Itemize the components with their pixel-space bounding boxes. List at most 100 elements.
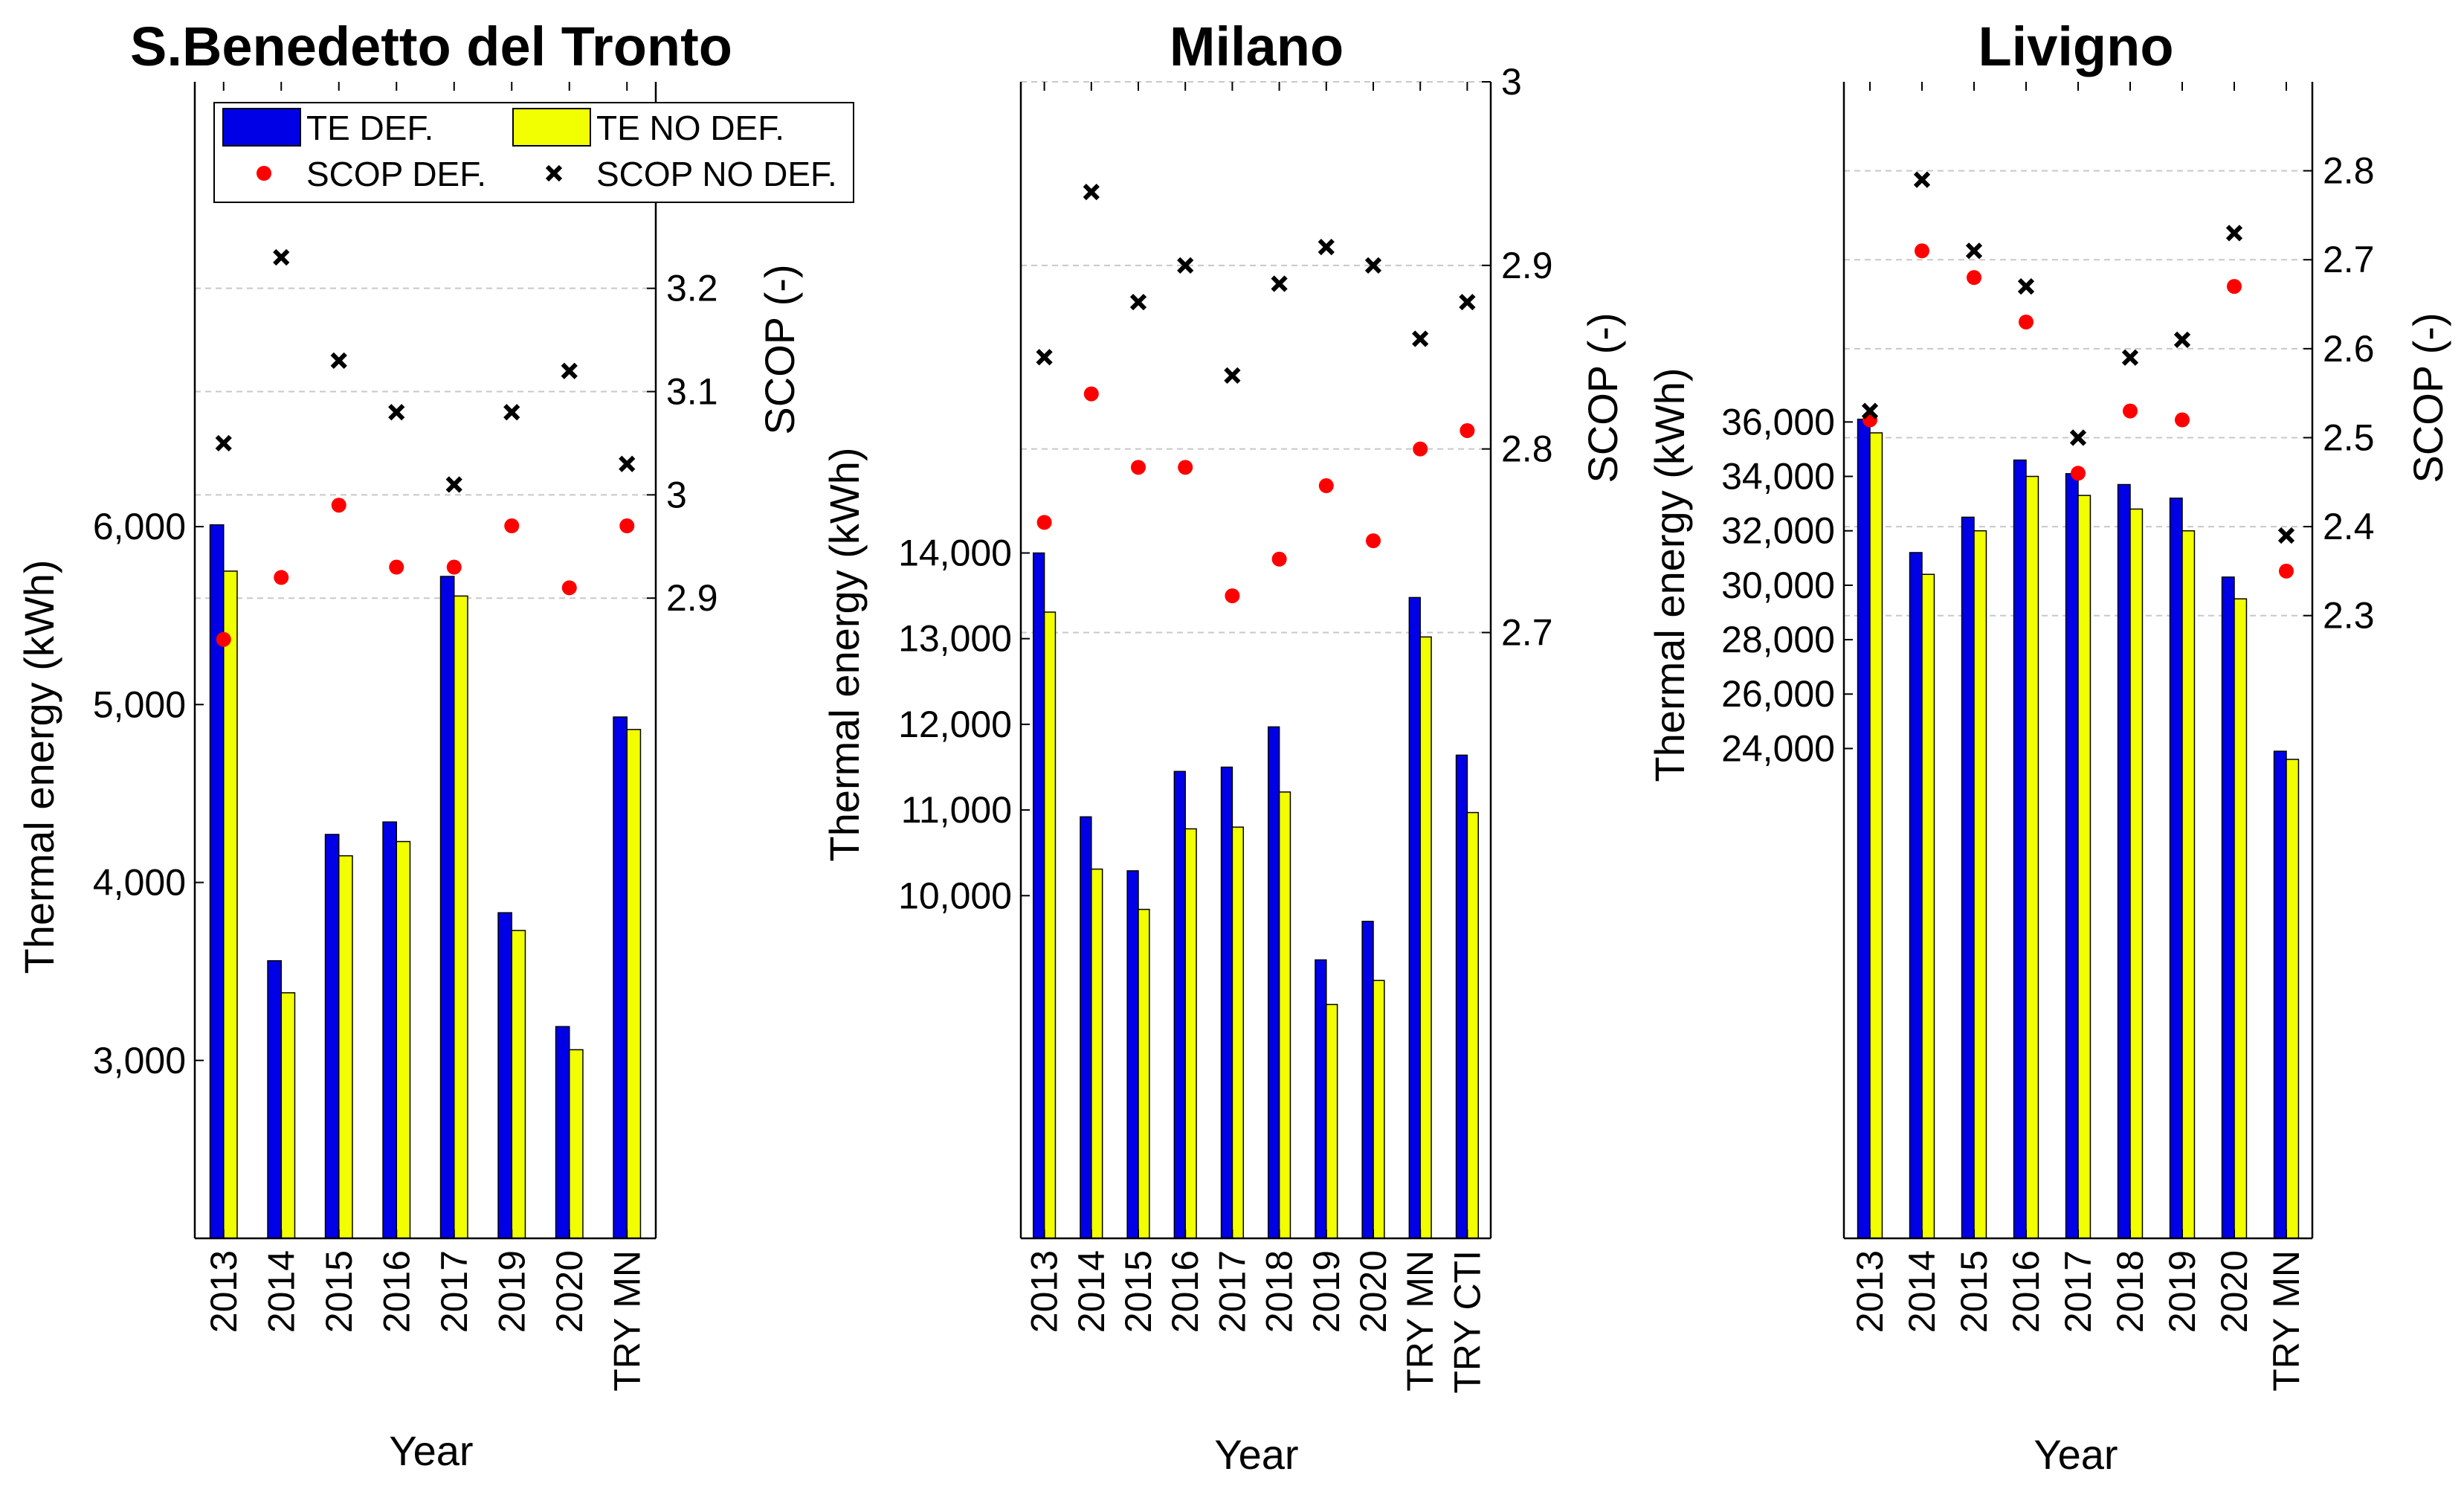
y-tick-label-right: 2.5: [2323, 416, 2375, 458]
bar-te-no-def: [223, 570, 238, 1239]
point-scop-no-def: [273, 248, 290, 266]
point-scop-def: [1318, 478, 1334, 494]
point-scop-no-def: [619, 455, 636, 472]
y-tick-label-right: 2.7: [2323, 239, 2375, 280]
point-scop-def: [2123, 403, 2138, 419]
bar-te-def: [2221, 576, 2235, 1239]
point-scop-def: [389, 559, 404, 575]
bar-te-no-def: [1869, 432, 1883, 1239]
bar-te-def: [2169, 498, 2183, 1239]
plot-area: 2013 2014 2015 2016 2017 2019 2020 TRY MN 3,000 4…: [93, 82, 718, 1392]
bar-te-no-def: [2025, 475, 2039, 1239]
point-scop-no-def: [1083, 183, 1100, 201]
point-scop-def: [1271, 551, 1287, 567]
plot-area: 2013 2014 2015 2016 2017 2018 2019 2020 TRY MN TR…: [898, 61, 1552, 1394]
x-tick-label: 2015: [1117, 1250, 1159, 1333]
point-scop-no-def: [1271, 275, 1288, 292]
point-scop-def: [2175, 412, 2190, 428]
legend-swatch-te-no-def: [512, 108, 591, 147]
bar-te-no-def: [1138, 908, 1150, 1239]
point-scop-def: [446, 559, 462, 575]
point-scop-def: [331, 498, 346, 513]
point-scop-no-def: [1364, 257, 1382, 274]
x-tick-label: 2015: [1953, 1250, 1995, 1333]
x-tick-label: 2014: [1901, 1250, 1943, 1333]
x-tick-label: 2020: [549, 1250, 590, 1333]
point-scop-no-def: [503, 404, 520, 421]
panel-title: Milano: [1170, 16, 1344, 77]
y-tick-label-right: 2.8: [2323, 150, 2375, 192]
legend-label-te-no-def: TE NO DEF.: [596, 109, 784, 147]
panel-sbenedetto: S.Benedetto del Tronto Thermal energy (k…: [16, 16, 854, 1474]
x-tick-label: 2017: [1211, 1250, 1253, 1333]
point-scop-def: [1131, 460, 1146, 475]
point-scop-def: [619, 518, 635, 534]
bar-te-def: [1032, 552, 1045, 1239]
bar-te-no-def: [1326, 1003, 1338, 1239]
point-scop-def: [2071, 466, 2086, 481]
bar-te-def: [1909, 552, 1923, 1239]
x-tick-label: 2020: [1352, 1250, 1394, 1333]
point-scop-def: [1460, 422, 1475, 438]
x-tick-label: TRY MN: [1399, 1250, 1441, 1392]
legend-marker-scop-no-def: [545, 164, 563, 182]
point-scop-no-def: [2225, 225, 2243, 242]
y-tick-label-left: 12,000: [898, 704, 1012, 745]
bar-te-def: [2013, 459, 2027, 1239]
bar-te-def: [1857, 418, 1871, 1239]
y-tick-label-left: 34,000: [1721, 456, 1835, 498]
bar-te-no-def: [1231, 826, 1245, 1239]
y-tick-label-left: 24,000: [1721, 727, 1835, 769]
point-scop-no-def: [2069, 429, 2087, 446]
bar-te-no-def: [1373, 980, 1385, 1239]
y-tick-label-right: 3: [1501, 61, 1522, 103]
x-tick-label: TRY CTI: [1446, 1250, 1488, 1394]
bar-te-no-def: [396, 840, 411, 1239]
bar-te-no-def: [626, 729, 642, 1239]
y-tick-label-right: 2.8: [1501, 428, 1553, 470]
point-scop-no-def: [1913, 171, 1931, 188]
point-scop-no-def: [1224, 367, 1241, 385]
bar-te-no-def: [569, 1049, 584, 1239]
point-scop-no-def: [215, 434, 232, 452]
point-scop-def: [1366, 533, 1381, 549]
y-tick-label-left: 36,000: [1721, 401, 1835, 443]
y-tick-label-left: 13,000: [898, 618, 1012, 660]
point-scop-no-def: [2277, 527, 2295, 544]
point-scop-no-def: [1129, 294, 1147, 311]
bar-te-def: [1361, 921, 1374, 1239]
point-scop-no-def: [1861, 402, 1879, 419]
x-tick-label: 2019: [1306, 1250, 1347, 1333]
x-tick-label: 2013: [1024, 1250, 1065, 1333]
y-tick-label-right: 2.4: [2323, 506, 2375, 547]
y-tick-label-left: 30,000: [1721, 565, 1835, 606]
point-scop-no-def: [1177, 257, 1194, 274]
y-tick-label-left: 6,000: [93, 506, 186, 547]
x-tick-label: 2016: [1164, 1250, 1206, 1333]
x-tick-label: 2016: [375, 1250, 417, 1333]
bar-te-no-def: [280, 992, 296, 1239]
bar-te-no-def: [1419, 636, 1432, 1239]
x-tick-label: TRY MN: [606, 1250, 648, 1392]
point-scop-no-def: [1459, 294, 1476, 311]
legend-label-te-def: TE DEF.: [306, 109, 433, 147]
y-axis-label-left: Thermal energy (kWh): [1646, 367, 1693, 782]
bar-te-def: [1220, 766, 1233, 1239]
bar-te-no-def: [1921, 573, 1935, 1239]
bar-te-no-def: [1043, 611, 1057, 1239]
bar-te-def: [209, 524, 225, 1239]
point-scop-def: [1083, 386, 1099, 402]
bar-te-def: [1126, 870, 1139, 1239]
x-tick-label: 2018: [2109, 1250, 2151, 1333]
point-scop-def: [2279, 563, 2294, 579]
legend-label-scop-def: SCOP DEF.: [306, 155, 486, 193]
x-tick-label: 2020: [2213, 1250, 2255, 1333]
point-scop-def: [1036, 515, 1052, 530]
point-scop-no-def: [1318, 239, 1335, 256]
bar-te-def: [1080, 816, 1092, 1239]
x-axis-label: Year: [389, 1427, 473, 1474]
bar-te-def: [613, 716, 628, 1239]
panel-title: S.Benedetto del Tronto: [130, 16, 732, 77]
point-scop-no-def: [330, 352, 347, 369]
